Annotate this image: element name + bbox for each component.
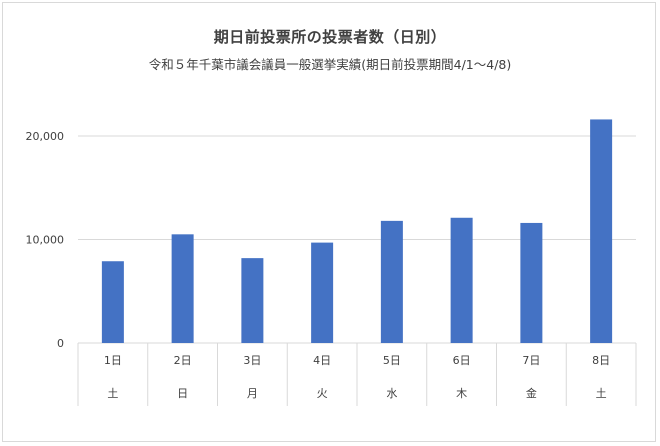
bar: [241, 258, 264, 343]
bar: [380, 220, 403, 343]
x-tick-label-weekday: 月: [247, 387, 258, 400]
bar: [520, 222, 543, 343]
bar: [171, 234, 194, 343]
x-tick-label-day: 5日: [383, 354, 401, 367]
bar: [101, 261, 124, 343]
x-tick-label-weekday: 水: [386, 387, 397, 400]
x-tick-label-day: 4日: [313, 354, 331, 367]
x-tick-label-weekday: 火: [317, 387, 328, 400]
bar: [450, 217, 473, 343]
x-tick-label-day: 1日: [104, 354, 122, 367]
x-tick-label-weekday: 木: [456, 387, 467, 400]
bar: [590, 119, 613, 343]
chart-frame: [2, 2, 656, 442]
bar: [311, 242, 334, 343]
y-tick-label: 20,000: [26, 130, 65, 143]
x-tick-label-day: 8日: [592, 354, 610, 367]
x-tick-label-day: 3日: [243, 354, 261, 367]
x-tick-label-weekday: 土: [596, 387, 607, 400]
y-tick-label: 0: [57, 337, 64, 350]
x-tick-label-day: 7日: [522, 354, 540, 367]
x-tick-label-weekday: 日: [177, 387, 188, 400]
x-tick-label-weekday: 金: [526, 386, 537, 400]
x-tick-label-day: 6日: [453, 354, 471, 367]
chart-subtitle: 令和５年千葉市議会議員一般選挙実績(期日前投票期間4/1～4/8): [148, 57, 512, 72]
y-tick-label: 10,000: [26, 234, 65, 247]
chart-title: 期日前投票所の投票者数（日別）: [213, 28, 447, 46]
x-tick-label-weekday: 土: [107, 387, 118, 400]
x-tick-label-day: 2日: [174, 354, 192, 367]
